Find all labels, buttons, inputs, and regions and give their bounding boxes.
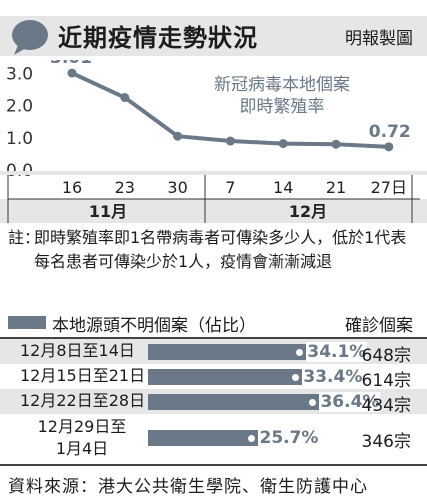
month-label: 11月 — [89, 202, 127, 221]
share-value-label: 34.1% — [306, 342, 368, 362]
page-title: 近期疫情走勢狀況 — [58, 24, 258, 52]
x-tick-label: 30 — [167, 178, 187, 197]
legend-swatch — [8, 316, 46, 329]
x-tick-label: 14 — [273, 178, 293, 197]
row-date-label: 12月22日至28日 — [20, 391, 146, 410]
table-row: 12月8日至14日 34.1% 648宗 — [0, 339, 427, 366]
divider — [0, 464, 427, 466]
row-date-label: 12月8日至14日 — [20, 341, 135, 360]
source-note: 資料來源：港大公共衛生學院、衛生防護中心 — [8, 477, 368, 497]
x-tick-label: 16 — [62, 178, 82, 197]
data-label: 0.72 — [369, 122, 411, 142]
share-bar — [148, 430, 295, 446]
data-point — [120, 93, 130, 103]
table-row: 12月22日至28日 36.4% 434宗 — [0, 389, 427, 416]
bar-marker — [309, 399, 317, 406]
bar-marker — [292, 374, 300, 381]
header-band — [0, 16, 427, 56]
x-tick-label: 27日 — [371, 178, 407, 197]
y-tick-label: 1.0 — [6, 129, 33, 149]
x-tick-label: 7 — [225, 178, 235, 197]
table-row: 12月29日至 1月4日 25.7% 346宗 — [0, 414, 427, 462]
chart-annotation: 新冠病毒本地個案 — [214, 75, 350, 95]
credit-label: 明報製圖 — [345, 29, 413, 49]
note-prefix: 註： — [8, 228, 41, 247]
case-count: 346宗 — [361, 432, 411, 452]
month-band — [0, 199, 427, 223]
x-tick-label: 21 — [326, 178, 346, 197]
bar-marker — [248, 435, 256, 442]
note-text: 即時繁殖率即1名帶病毒者可傳染多少人，低於1代表每名患者可傳染少於1人，疫情會漸… — [34, 228, 407, 271]
row-label: 12月22日至28日 — [20, 390, 145, 412]
y-tick-label: 2.0 — [6, 97, 33, 117]
y-tick-label: 3.0 — [6, 64, 33, 84]
case-count: 614宗 — [361, 371, 411, 391]
data-point — [67, 68, 77, 78]
share-value-label: 25.7% — [258, 428, 320, 448]
share-value-label: 33.4% — [302, 367, 364, 387]
bar-chart-title: 本地源頭不明個案（佔比） — [52, 316, 256, 336]
row-date-label: 12月29日至 — [37, 417, 127, 436]
data-point — [173, 131, 183, 141]
bar-table-header: 本地源頭不明個案（佔比） 確診個案 — [0, 309, 427, 337]
row-date-label: 12月15日至21日 — [20, 366, 146, 385]
data-point — [225, 136, 235, 146]
cases-column-label: 確診個案 — [345, 316, 413, 336]
line-chart: 0.01.02.03.03.010.721623307142127日11月12月… — [0, 60, 427, 223]
data-point — [384, 142, 394, 152]
data-point — [278, 139, 288, 149]
share-bar — [148, 369, 339, 385]
table-row: 12月15日至21日 33.4% 614宗 — [0, 364, 427, 391]
row-label: 12月29日至 1月4日 — [22, 416, 142, 460]
bar-marker — [296, 349, 304, 356]
share-bar — [148, 344, 343, 360]
data-point — [331, 139, 341, 149]
divider — [0, 337, 427, 339]
share-bar — [148, 394, 356, 410]
row-date-label: 1月4日 — [55, 439, 109, 458]
baseline-band — [0, 171, 427, 175]
data-label: 3.01 — [50, 60, 92, 68]
row-label: 12月8日至14日 — [20, 340, 135, 362]
speech-bubble-icon — [12, 20, 48, 55]
row-label: 12月15日至21日 — [20, 365, 145, 387]
x-tick-label: 23 — [115, 178, 135, 197]
case-count: 434宗 — [361, 396, 411, 416]
chart-annotation: 即時繁殖率 — [240, 97, 325, 117]
case-count: 648宗 — [361, 346, 411, 366]
share-value-label: 36.4% — [319, 392, 381, 412]
header: 近期疫情走勢狀況 明報製圖 — [0, 0, 427, 64]
month-label: 12月 — [289, 202, 327, 221]
